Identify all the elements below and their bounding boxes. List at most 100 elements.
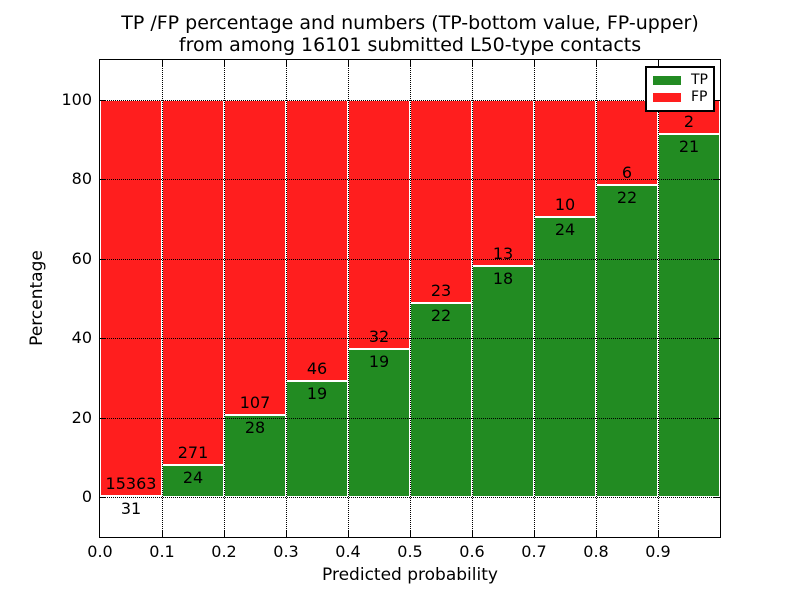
bar-tp-segment	[410, 302, 472, 498]
bar-tp-count-label: 22	[616, 187, 638, 207]
grid-line-vertical	[224, 60, 225, 537]
bar-fp-segment	[100, 99, 162, 497]
x-tick-mark	[224, 531, 225, 537]
bar-fp-segment	[162, 99, 224, 465]
x-tick-label: 0.5	[397, 542, 423, 561]
bar-fp-count-label: 46	[306, 359, 328, 379]
x-tick-label: 0.1	[149, 542, 175, 561]
y-tick-mark	[100, 417, 106, 419]
y-tick-label: 20	[71, 407, 92, 427]
bar-fp-segment	[224, 99, 286, 415]
bar-tp-segment	[348, 349, 410, 498]
y-tick-label: 0	[81, 487, 92, 507]
x-tick-mark	[658, 531, 659, 537]
x-tick-mark	[410, 531, 411, 537]
x-tick-mark	[348, 60, 349, 66]
bar-fp-count-label: 271	[177, 442, 209, 462]
legend-label-fp: FP	[691, 89, 708, 106]
y-tick-label: 80	[71, 169, 92, 189]
x-tick-mark	[658, 60, 659, 66]
bar-tp-segment	[596, 184, 658, 498]
legend: TP FP	[645, 66, 715, 112]
bar-fp-count-label: 13	[492, 244, 514, 264]
bar-tp-segment	[472, 266, 534, 498]
x-tick-label: 0.6	[459, 542, 485, 561]
x-tick-label: 0.2	[211, 542, 237, 561]
bar-fp-segment	[286, 99, 348, 382]
legend-label-tp: TP	[691, 71, 708, 88]
bar-tp-count-label: 31	[120, 499, 142, 519]
bar-tp-count-label: 21	[678, 137, 700, 157]
grid-line-vertical	[596, 60, 597, 537]
grid-line-vertical	[658, 60, 659, 537]
grid-line-vertical	[162, 60, 163, 537]
bar-tp-count-label: 24	[554, 219, 576, 239]
y-tick-mark	[100, 99, 106, 101]
bar-fp-segment	[410, 99, 472, 303]
bar-fp-segment	[348, 99, 410, 350]
x-tick-mark	[162, 531, 163, 537]
chart-title: TP /FP percentage and numbers (TP-bottom…	[100, 12, 720, 56]
x-tick-mark	[286, 60, 287, 66]
y-tick-label: 100	[61, 89, 92, 109]
x-tick-label: 0.4	[335, 542, 361, 561]
x-axis-label: Predicted probability	[322, 565, 498, 585]
bar-tp-count-label: 19	[368, 352, 390, 372]
grid-line-vertical	[534, 60, 535, 537]
bar-fp-segment	[472, 99, 534, 267]
y-tick-label: 40	[71, 328, 92, 348]
x-tick-mark	[472, 531, 473, 537]
x-tick-mark	[162, 60, 163, 66]
bar-fp-count-label: 6	[621, 162, 633, 182]
y-tick-mark	[100, 258, 106, 260]
y-tick-label: 60	[71, 248, 92, 268]
x-tick-label: 0.8	[583, 542, 609, 561]
x-tick-mark	[534, 531, 535, 537]
bar-fp-count-label: 32	[368, 327, 390, 347]
bar-fp-count-label: 10	[554, 194, 576, 214]
y-tick-mark	[714, 179, 720, 181]
bar-fp-segment	[596, 99, 658, 185]
x-tick-mark	[224, 60, 225, 66]
grid-line-vertical	[410, 60, 411, 537]
y-tick-mark	[100, 338, 106, 340]
legend-entry-fp: FP	[653, 89, 708, 106]
bar-fp-count-label: 2	[683, 112, 695, 132]
bar-tp-segment	[162, 464, 224, 498]
x-tick-mark	[472, 60, 473, 66]
bar-tp-count-label: 19	[306, 384, 328, 404]
y-tick-mark	[100, 179, 106, 181]
grid-line-vertical	[348, 60, 349, 537]
grid-line-vertical	[286, 60, 287, 537]
y-tick-mark	[714, 417, 720, 419]
bar-tp-count-label: 18	[492, 269, 514, 289]
x-tick-mark	[286, 531, 287, 537]
bar-fp-count-label: 107	[239, 392, 271, 412]
x-tick-mark	[534, 60, 535, 66]
chart-title-line2: from among 16101 submitted L50-type cont…	[178, 34, 642, 56]
x-tick-mark	[348, 531, 349, 537]
y-tick-mark	[714, 258, 720, 260]
legend-swatch-fp	[653, 93, 681, 103]
y-tick-mark	[714, 497, 720, 499]
y-tick-mark	[714, 99, 720, 101]
bar-fp-count-label: 23	[430, 280, 452, 300]
x-tick-mark	[596, 60, 597, 66]
bar-fp-count-label: 15363	[105, 474, 157, 494]
y-tick-mark	[714, 338, 720, 340]
chart-title-line1: TP /FP percentage and numbers (TP-bottom…	[121, 12, 699, 34]
bar-tp-count-label: 22	[430, 305, 452, 325]
bar-fp-segment	[534, 99, 596, 217]
x-tick-mark	[410, 60, 411, 66]
grid-line-vertical	[472, 60, 473, 537]
legend-entry-tp: TP	[653, 71, 708, 88]
bar-tp-count-label: 24	[182, 467, 204, 487]
bar-tp-segment	[658, 134, 720, 498]
legend-swatch-tp	[653, 75, 681, 85]
y-tick-mark	[100, 497, 106, 499]
x-tick-label: 0.7	[521, 542, 547, 561]
x-tick-label: 0.3	[273, 542, 299, 561]
x-tick-label: 0.9	[645, 542, 671, 561]
bar-tp-count-label: 28	[244, 417, 266, 437]
x-tick-label: 0.0	[87, 542, 113, 561]
